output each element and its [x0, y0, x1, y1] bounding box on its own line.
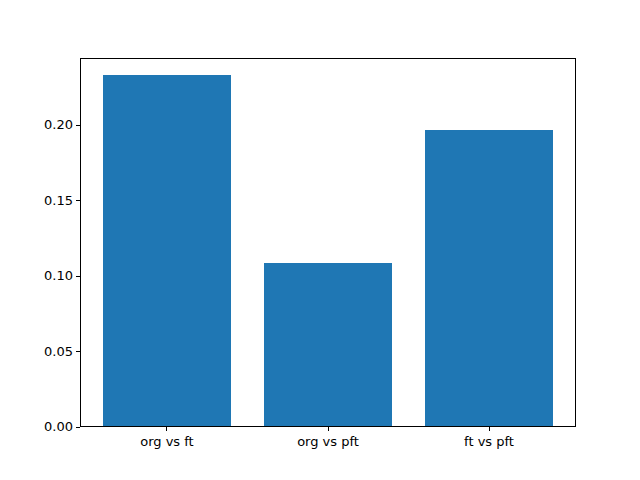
y-tick-label: 0.00: [0, 419, 73, 435]
x-tick-mark: [489, 427, 490, 431]
y-tick-label: 0.05: [0, 344, 73, 360]
y-tick-label: 0.15: [0, 193, 73, 209]
y-tick-mark: [76, 351, 80, 352]
ticks-layer: 0.00 0.05 0.10 0.15 0.20 org vs ft org vs pft f…: [0, 0, 640, 480]
x-tick-mark: [166, 427, 167, 431]
x-tick-label: org vs pft: [253, 434, 403, 450]
y-tick-label: 0.10: [0, 268, 73, 284]
bar-chart-figure: 0.00 0.05 0.10 0.15 0.20 org vs ft org vs pft f…: [0, 0, 640, 480]
x-tick-mark: [328, 427, 329, 431]
y-tick-mark: [76, 427, 80, 428]
x-tick-label: org vs ft: [92, 434, 242, 450]
y-tick-mark: [76, 276, 80, 277]
y-tick-label: 0.20: [0, 117, 73, 133]
x-tick-label: ft vs pft: [414, 434, 564, 450]
y-tick-mark: [76, 125, 80, 126]
y-tick-mark: [76, 200, 80, 201]
